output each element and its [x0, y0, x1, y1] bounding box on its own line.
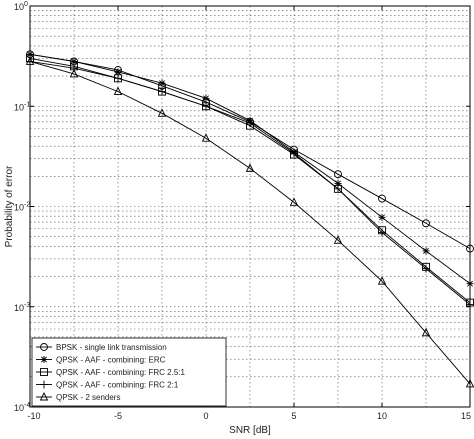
marker-star: [158, 79, 166, 87]
grid: [30, 6, 470, 407]
marker-square: [40, 368, 48, 376]
y-tick-label: 10-2: [14, 202, 30, 213]
series-square: [26, 54, 474, 307]
y-tick-label: 10-3: [14, 302, 30, 313]
marker-triangle: [113, 86, 123, 96]
tick-layer: -10 -5 0 5 10 15 100 10-1 10-2 10-3 10-4: [14, 1, 471, 421]
marker-circle: [378, 194, 386, 203]
marker-triangle: [245, 163, 255, 172]
marker-circle: [334, 170, 342, 179]
x-tick-label: 0: [203, 411, 208, 421]
x-tick-label: -10: [27, 411, 40, 421]
marker-plus: [422, 264, 430, 273]
marker-triangle: [69, 68, 79, 78]
y-tick-label: 100: [14, 1, 28, 12]
marker-star: [70, 57, 78, 65]
y-tick-label: 10-4: [14, 402, 30, 413]
legend-label: QPSK - 2 senders: [56, 393, 120, 402]
marker-plus: [114, 74, 122, 83]
marker-circle: [422, 219, 430, 228]
x-tick-label: -5: [114, 411, 122, 421]
series-layer: [25, 50, 474, 388]
marker-triangle: [421, 327, 431, 337]
marker-plus: [202, 102, 210, 111]
marker-circle: [40, 343, 48, 351]
series-triangle: [25, 56, 474, 388]
marker-star: [334, 179, 342, 187]
marker-triangle: [333, 235, 343, 244]
marker-plus: [290, 149, 298, 158]
marker-triangle: [39, 391, 49, 401]
marker-star: [422, 247, 430, 255]
y-axis-label: Probability of error: [4, 165, 15, 247]
legend: BPSK - single link transmission QPSK - AA…: [31, 337, 227, 407]
y-tick-label: 10-1: [14, 101, 30, 112]
legend-label: QPSK - AAF - combining: ERC: [56, 356, 166, 365]
marker-star: [114, 68, 122, 76]
x-tick-label: 10: [377, 411, 387, 421]
marker-triangle: [201, 133, 211, 142]
marker-triangle: [289, 197, 299, 206]
marker-star: [202, 94, 210, 102]
x-axis-label: SNR [dB]: [229, 425, 271, 436]
series-line: [29, 60, 471, 385]
marker-plus: [378, 228, 386, 237]
marker-plus: [158, 87, 166, 96]
legend-box: [31, 337, 227, 407]
x-tick-label: 5: [291, 411, 296, 421]
legend-label: QPSK - AAF - combining: FRC 2:1: [56, 381, 179, 390]
marker-star: [378, 213, 386, 221]
series-line: [29, 53, 471, 285]
marker-plus: [40, 380, 48, 389]
legend-label: QPSK - AAF - combining: FRC 2.5:1: [56, 368, 185, 377]
marker-triangle: [157, 108, 167, 117]
marker-plus: [246, 119, 254, 128]
legend-label: BPSK - single link transmission: [56, 343, 167, 352]
marker-star: [40, 356, 48, 363]
marker-plus: [334, 184, 342, 193]
x-tick-label: 15: [461, 411, 471, 421]
marker-triangle: [377, 276, 387, 285]
